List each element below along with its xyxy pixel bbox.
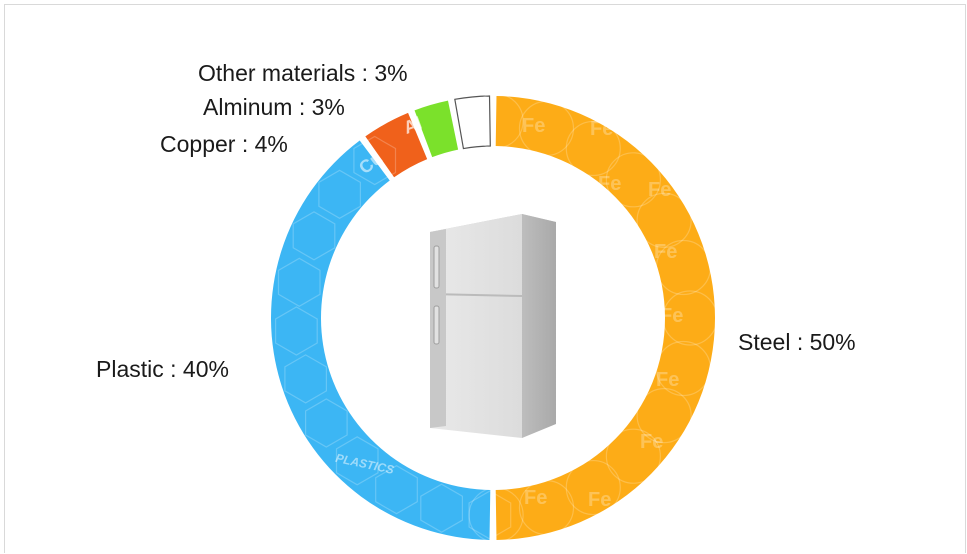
- aluminum-symbol: Al: [401, 113, 425, 138]
- steel-symbol-10: Fe: [588, 489, 611, 511]
- refrigerator-icon: [429, 214, 556, 438]
- steel-pattern-shape: [605, 152, 661, 208]
- steel-pattern-shape: [565, 120, 621, 177]
- steel-pattern-shape: [518, 100, 575, 156]
- steel-pattern-shape: [565, 459, 621, 516]
- donut-segments: [270, 95, 716, 540]
- steel-pattern-shape: [655, 239, 712, 296]
- steel-label: Steel : 50%: [738, 329, 856, 355]
- steel-symbol-2: Fe: [590, 118, 613, 140]
- steel-pattern-shape: [518, 480, 575, 536]
- steel-pattern-shape: [655, 340, 712, 397]
- plastic-pattern-shape: [420, 483, 463, 533]
- steel-pattern-shape: [468, 487, 524, 543]
- steel-pattern-shape: [636, 388, 692, 444]
- plastic-pattern-shape: [353, 135, 397, 186]
- plastic-label: Plastic : 40%: [96, 356, 229, 382]
- steel-element-tiles: Fe Fe Fe Fe Fe Fe Fe Fe Fe Fe: [522, 115, 683, 511]
- copper-segment: [365, 112, 428, 178]
- plastic-pattern-shape: [335, 436, 379, 486]
- plastic-pattern-shape: [375, 465, 418, 515]
- steel-symbol-3: Fe: [598, 173, 621, 195]
- steel-pattern-shape: [636, 192, 692, 248]
- aluminum-segment: [414, 100, 459, 158]
- plastic-pattern-shape: [277, 257, 321, 307]
- plastic-segment: [270, 140, 491, 540]
- steel-pattern-shape: [662, 290, 718, 346]
- plastic-pattern-shape: [275, 306, 318, 356]
- steel-symbol-1: Fe: [522, 115, 545, 137]
- steel-symbol-7: Fe: [656, 369, 679, 391]
- steel-pattern-shape: [605, 428, 661, 484]
- plastic-pattern-shape: [318, 169, 361, 219]
- steel-symbol-5: Fe: [654, 241, 677, 263]
- steel-segment: [495, 96, 716, 540]
- segment-patterns: [275, 93, 718, 543]
- steel-symbol-8: Fe: [640, 431, 663, 453]
- aluminum-label: Alminum : 3%: [203, 94, 345, 120]
- steel-symbol-4: Fe: [648, 179, 671, 201]
- other-materials-segment: [454, 95, 491, 150]
- plastic-pattern-shape: [292, 211, 336, 261]
- plastic-pattern-shape: [284, 354, 327, 404]
- steel-symbol-6: Fe: [660, 305, 683, 327]
- plastic-pattern-shape: [305, 398, 348, 448]
- plastic-pattern-shape: [468, 490, 512, 540]
- copper-label: Copper : 4%: [160, 131, 288, 157]
- steel-pattern-shape: [468, 93, 524, 149]
- steel-symbol-9: Fe: [524, 487, 547, 509]
- other-materials-label: Other materials : 3%: [198, 60, 408, 86]
